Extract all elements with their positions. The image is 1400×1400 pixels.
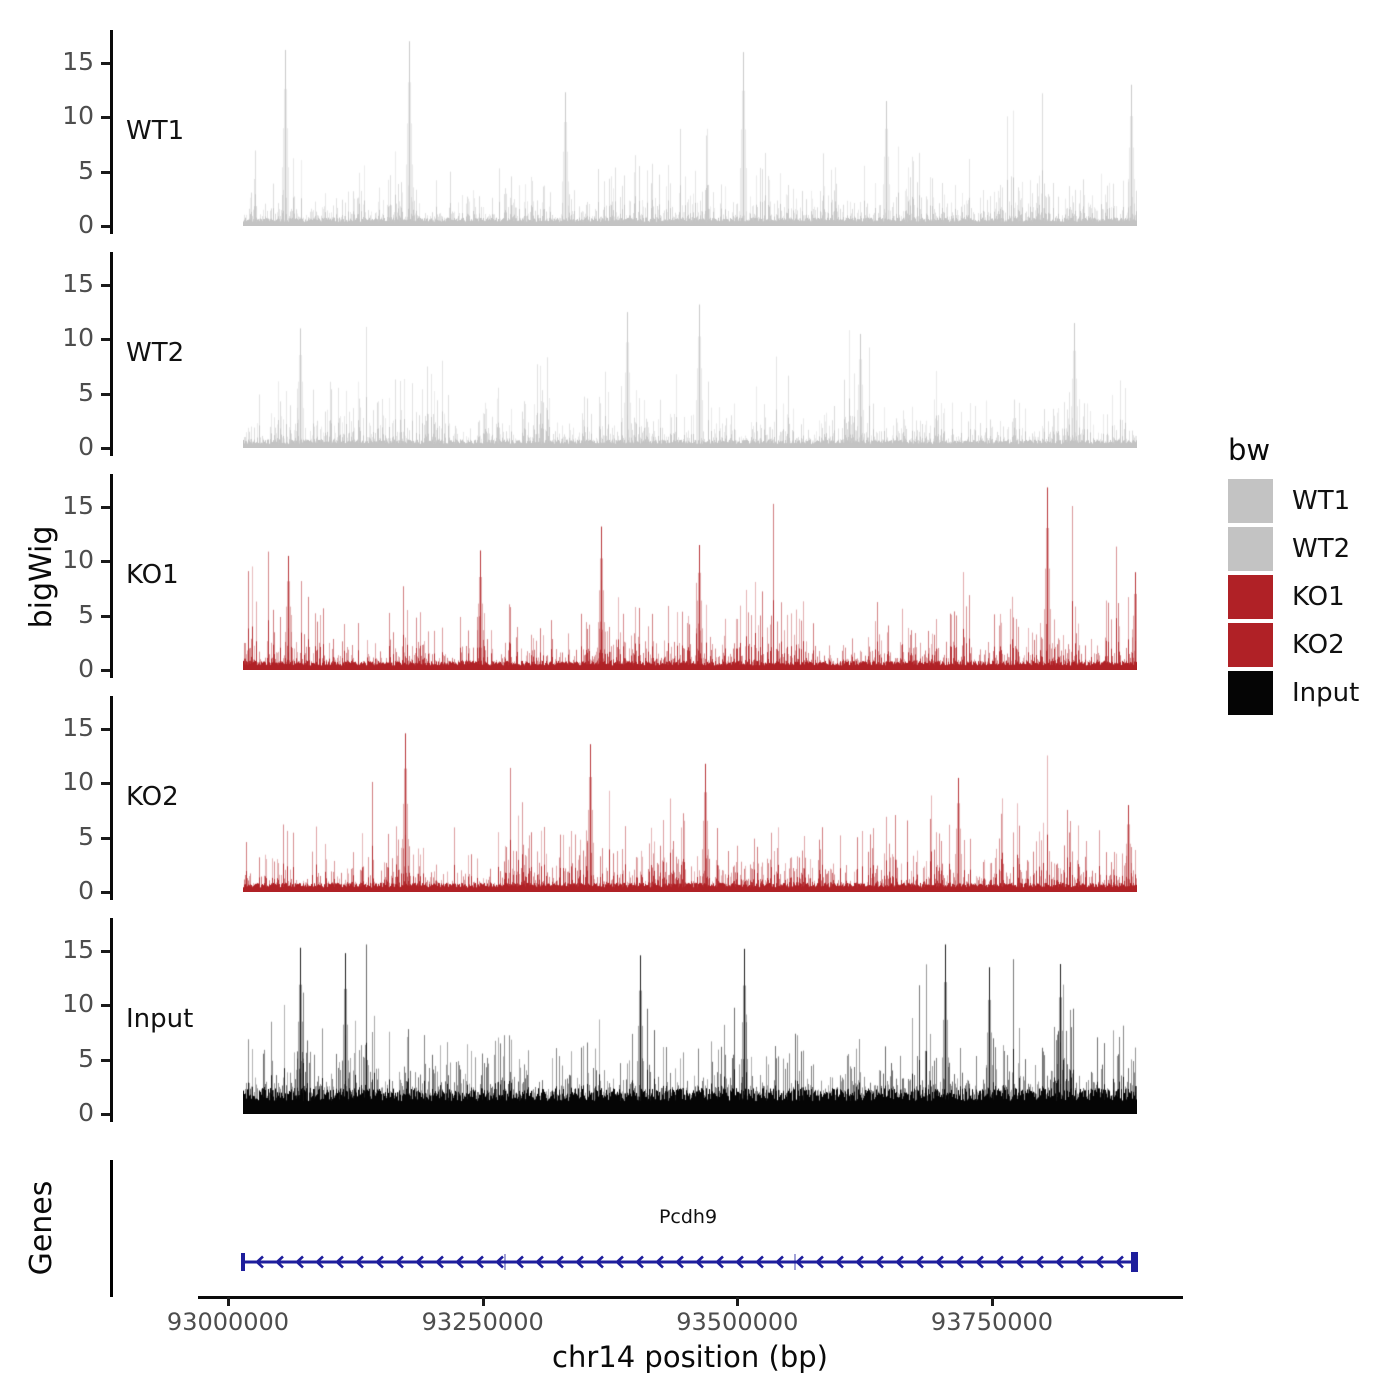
legend-swatch-ko1 bbox=[1228, 575, 1273, 619]
legend-swatch-ko2 bbox=[1228, 623, 1273, 667]
y-tick-label: 5 bbox=[78, 155, 94, 185]
track-label-input: Input bbox=[126, 1004, 194, 1034]
x-tick-mark bbox=[481, 1297, 485, 1306]
x-tick-label: 93750000 bbox=[930, 1308, 1054, 1336]
y-tick-mark bbox=[101, 116, 110, 120]
y-tick-mark bbox=[101, 225, 110, 228]
legend-label-ko2: KO2 bbox=[1292, 630, 1345, 660]
y-tick-mark bbox=[101, 836, 110, 840]
y-tick-mark bbox=[101, 782, 110, 786]
track-label-ko2: KO2 bbox=[126, 782, 179, 812]
y-tick-label: 15 bbox=[62, 934, 94, 964]
genes-y-axis-line bbox=[110, 1160, 113, 1297]
coverage-canvas-ko1 bbox=[243, 470, 1137, 670]
legend-label-wt1: WT1 bbox=[1292, 486, 1351, 516]
x-tick-mark bbox=[736, 1297, 740, 1306]
y-tick-mark bbox=[101, 505, 110, 509]
y-tick-mark bbox=[101, 614, 110, 618]
y-tick-label: 5 bbox=[78, 821, 94, 851]
legend-swatch-wt2 bbox=[1228, 527, 1273, 571]
coverage-canvas-wt1 bbox=[243, 26, 1137, 226]
track-label-ko1: KO1 bbox=[126, 560, 179, 590]
y-tick-label: 10 bbox=[62, 767, 94, 797]
y-tick-mark bbox=[101, 1113, 110, 1116]
y-tick-mark bbox=[101, 949, 110, 953]
y-axis-line-ko1 bbox=[110, 474, 113, 678]
y-tick-label: 15 bbox=[62, 268, 94, 298]
x-tick-label: 93000000 bbox=[166, 1308, 290, 1336]
y-tick-label: 5 bbox=[78, 377, 94, 407]
y-tick-label: 5 bbox=[78, 1043, 94, 1073]
y-tick-label: 10 bbox=[62, 545, 94, 575]
legend-swatch-input bbox=[1228, 671, 1273, 715]
legend-title: bw bbox=[1228, 433, 1271, 467]
y-tick-mark bbox=[101, 891, 110, 894]
y-tick-label: 10 bbox=[62, 101, 94, 131]
y-tick-mark bbox=[101, 392, 110, 396]
y-tick-label: 15 bbox=[62, 712, 94, 742]
y-tick-mark bbox=[101, 669, 110, 672]
y-tick-label: 0 bbox=[78, 654, 94, 683]
y-tick-mark bbox=[101, 283, 110, 287]
coverage-canvas-input bbox=[243, 914, 1137, 1114]
y-tick-mark bbox=[101, 338, 110, 342]
y-tick-label: 10 bbox=[62, 323, 94, 353]
y-tick-label: 5 bbox=[78, 599, 94, 629]
legend-label-input: Input bbox=[1292, 678, 1360, 708]
x-tick-label: 93250000 bbox=[421, 1308, 544, 1336]
y-tick-mark bbox=[101, 170, 110, 174]
y-tick-label: 10 bbox=[62, 989, 94, 1019]
y-tick-mark bbox=[101, 61, 110, 65]
gene-model-pcdh9 bbox=[241, 1252, 1138, 1272]
y-axis-line-ko2 bbox=[110, 696, 113, 900]
y-tick-mark bbox=[101, 1004, 110, 1008]
x-axis-line bbox=[198, 1296, 1183, 1299]
coverage-canvas-ko2 bbox=[243, 692, 1137, 892]
y-tick-mark bbox=[101, 727, 110, 731]
coverage-canvas-wt2 bbox=[243, 248, 1137, 448]
y-axis-line-wt2 bbox=[110, 252, 113, 456]
y-tick-label: 0 bbox=[78, 210, 94, 239]
y-axis-line-wt1 bbox=[110, 30, 113, 234]
y-tick-mark bbox=[101, 447, 110, 450]
x-tick-mark bbox=[991, 1297, 994, 1306]
y-tick-label: 15 bbox=[62, 490, 94, 520]
y-tick-label: 0 bbox=[78, 432, 94, 461]
y-tick-label: 15 bbox=[62, 46, 94, 76]
track-label-wt2: WT2 bbox=[126, 338, 185, 368]
gene-label-pcdh9: Pcdh9 bbox=[658, 1206, 718, 1228]
x-axis-title: chr14 position (bp) bbox=[552, 1340, 828, 1374]
x-tick-label: 93500000 bbox=[676, 1308, 799, 1336]
track-label-wt1: WT1 bbox=[126, 116, 185, 146]
y-tick-mark bbox=[101, 560, 110, 564]
x-tick-mark bbox=[227, 1297, 230, 1306]
legend-label-ko1: KO1 bbox=[1292, 582, 1345, 612]
y-axis-line-input bbox=[110, 918, 113, 1122]
legend-swatch-wt1 bbox=[1228, 479, 1273, 523]
y-tick-label: 0 bbox=[78, 876, 94, 905]
y-tick-mark bbox=[101, 1058, 110, 1062]
y-tick-label: 0 bbox=[78, 1098, 94, 1127]
legend-label-wt2: WT2 bbox=[1292, 534, 1351, 564]
